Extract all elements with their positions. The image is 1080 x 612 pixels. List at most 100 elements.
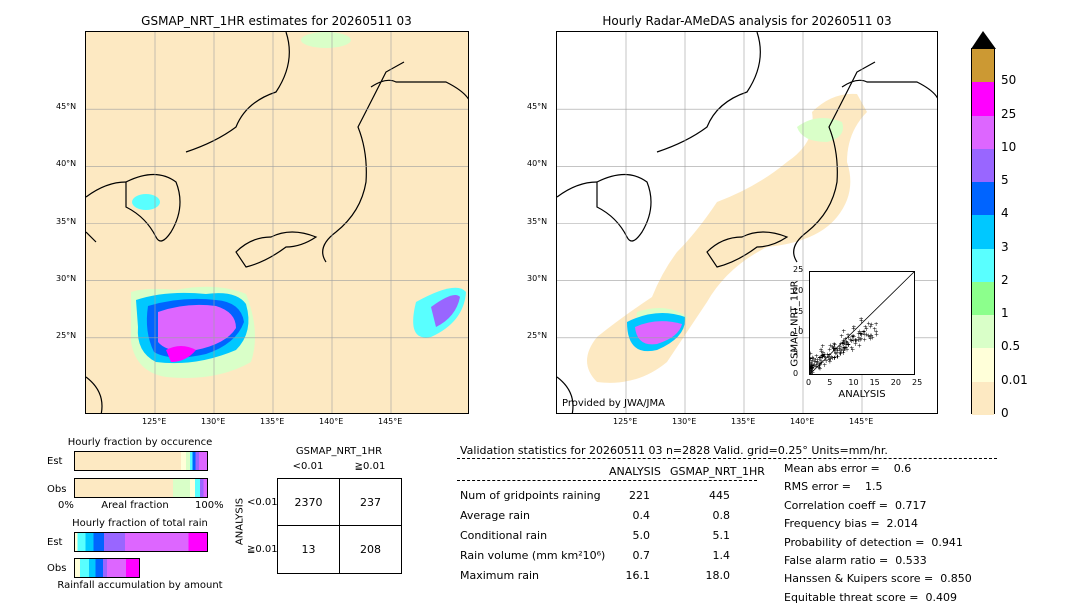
scatter-point: + [853, 341, 858, 348]
scatter-point: + [874, 328, 879, 335]
scatter-point: + [824, 358, 829, 365]
scatter-point: + [811, 355, 816, 362]
rain-fraction-xlabel: Rainfall accumulation by amount [57, 580, 223, 591]
scatter-point: + [810, 363, 814, 370]
scatter-point: + [834, 350, 839, 357]
scatter-point: + [862, 329, 867, 336]
scatter-plot: + + + + + + + + + + + + + + + + + + + + + + + + + + + + + + + + + + + + + + + +… [808, 271, 915, 378]
scatter-point: + [853, 337, 858, 344]
scatter-point: + [810, 365, 815, 372]
scatter-point: + [818, 365, 823, 372]
scatter-point: + [869, 332, 874, 339]
occurrence-title: Hourly fraction by occurence [67, 437, 213, 448]
scatter-point: + [846, 341, 851, 348]
scatter-point: + [820, 354, 825, 361]
scatter-point: + [825, 351, 830, 358]
validation-score: Hanssen & Kuipers score = 0.850 [784, 572, 972, 586]
coastline-korea-r [596, 173, 652, 242]
scatter-point: + [823, 355, 828, 362]
scatter-point: + [835, 346, 840, 353]
scatter-point: + [839, 333, 844, 340]
lat-tick-label: 40°N [56, 159, 77, 169]
scatter-point: + [843, 342, 848, 349]
scatter-point: + [827, 358, 832, 365]
scatter-point: + [810, 365, 815, 372]
scatter-point: + [810, 363, 813, 370]
scatter-point: + [818, 355, 823, 362]
scatter-point: + [851, 338, 856, 345]
lat-tick-label: 25°N [527, 330, 548, 340]
validation-row-gsmap: 5.1 [712, 529, 731, 542]
scatter-point: + [874, 331, 879, 338]
scatter-xtick: 10 [848, 378, 859, 387]
scatter-point: + [862, 332, 867, 339]
lon-tick-label: 145°E [849, 417, 874, 426]
scatter-point: + [863, 324, 868, 331]
scatter-point: + [841, 350, 846, 357]
scatter-point: + [813, 357, 818, 364]
scatter-point: + [810, 368, 814, 374]
validation-score: Equitable threat score = 0.409 [784, 590, 957, 604]
scatter-point: + [810, 365, 814, 372]
validation-row-analysis: 0.7 [632, 549, 651, 562]
scatter-xtick: 15 [869, 378, 880, 387]
scatter-point: + [868, 333, 873, 340]
lat-tick-label: 35°N [56, 216, 77, 226]
scatter-point: + [820, 352, 825, 359]
colorbar-label: 1 [1001, 306, 1009, 321]
coastline-kyushu [235, 231, 318, 268]
scatter-point: + [837, 346, 842, 353]
scatter-point: + [856, 331, 861, 338]
scatter-point: + [842, 340, 847, 347]
grid-lines [86, 32, 468, 413]
scatter-point: + [846, 335, 851, 342]
scatter-point: + [861, 329, 866, 336]
validation-divider [457, 458, 997, 459]
scatter-point: + [846, 332, 851, 339]
scatter-point: + [810, 359, 814, 366]
colorbar-label: 0.01 [1001, 372, 1028, 387]
scatter-point: + [849, 345, 854, 352]
scatter-point: + [856, 337, 861, 344]
scatter-point: + [815, 360, 820, 367]
scatter-point: + [868, 323, 873, 330]
scatter-point: + [810, 350, 813, 357]
lat-tick-label: 45°N [527, 102, 548, 112]
rain-est-bar [74, 532, 208, 552]
scatter-point: + [820, 353, 825, 360]
validation-col-gsmap: GSMAP_NRT_1HR [670, 465, 765, 478]
validation-row-analysis: 0.4 [632, 509, 651, 522]
scatter-point: + [822, 352, 827, 359]
scatter-point: + [849, 338, 854, 345]
scatter-point: + [833, 351, 838, 358]
scatter-point: + [848, 337, 853, 344]
scatter-point: + [811, 362, 816, 369]
scatter-point: + [821, 350, 826, 357]
lon-tick-label: 135°E [731, 417, 756, 426]
scatter-point: + [846, 342, 851, 349]
rain-obs-label: Obs [47, 563, 67, 574]
scatter-point: + [841, 345, 846, 352]
colorbar [971, 48, 995, 415]
occurrence-obs-label: Obs [47, 484, 67, 495]
one-to-one-line [809, 271, 915, 375]
scatter-ytick: 15 [793, 306, 804, 316]
colorbar-label: 0 [1001, 406, 1009, 420]
scatter-point: + [810, 356, 813, 363]
scatter-point: + [820, 352, 825, 359]
scatter-point: + [814, 353, 819, 360]
colorbar-label: 5 [1001, 173, 1009, 188]
colorbar-label: 25 [1001, 106, 1017, 121]
colorbar-segment [972, 281, 994, 316]
coastline-japan [322, 61, 468, 263]
contingency-title: GSMAP_NRT_1HR [295, 446, 383, 457]
scatter-point: + [844, 339, 849, 346]
validation-score: Frequency bias = 2.014 [784, 517, 919, 531]
scatter-point: + [810, 360, 814, 367]
validation-row-analysis: 16.1 [625, 569, 651, 582]
scatter-point: + [810, 370, 813, 374]
lon-tick-label: 130°E [201, 417, 226, 426]
scatter-point: + [832, 342, 837, 349]
scatter-point: + [859, 336, 864, 343]
validation-row-label: Maximum rain [460, 569, 539, 582]
